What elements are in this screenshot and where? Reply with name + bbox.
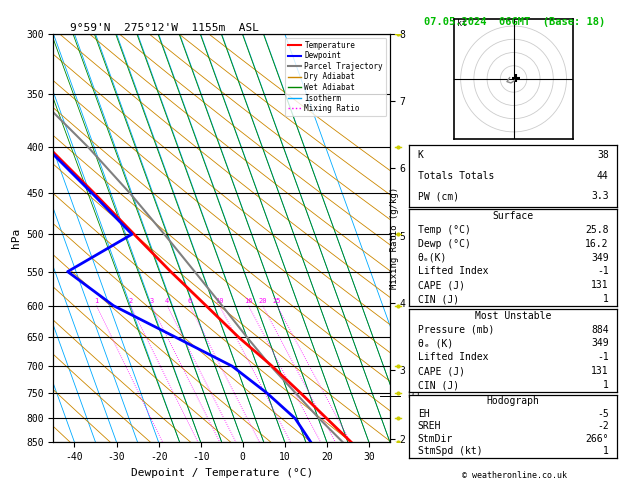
Text: SREH: SREH xyxy=(418,421,442,431)
Text: Hodograph: Hodograph xyxy=(487,396,540,406)
Text: 6: 6 xyxy=(187,298,192,304)
Text: 3.3: 3.3 xyxy=(591,191,609,201)
Text: Surface: Surface xyxy=(493,211,534,221)
Text: Lifted Index: Lifted Index xyxy=(418,352,488,363)
Text: CAPE (J): CAPE (J) xyxy=(418,280,465,290)
Text: -1: -1 xyxy=(597,352,609,363)
Text: 1: 1 xyxy=(603,447,609,456)
Text: Dewp (°C): Dewp (°C) xyxy=(418,239,470,249)
Text: K: K xyxy=(418,150,424,160)
Text: 20: 20 xyxy=(259,298,267,304)
Text: θₑ(K): θₑ(K) xyxy=(418,253,447,262)
Text: Most Unstable: Most Unstable xyxy=(475,311,552,321)
Text: LCL: LCL xyxy=(407,391,422,400)
Text: 25.8: 25.8 xyxy=(585,225,609,235)
Text: kt: kt xyxy=(457,19,467,28)
Text: © weatheronline.co.uk: © weatheronline.co.uk xyxy=(462,471,567,480)
Text: -5: -5 xyxy=(597,409,609,418)
Text: 884: 884 xyxy=(591,325,609,334)
Y-axis label: km
ASL: km ASL xyxy=(422,238,440,260)
Text: 1: 1 xyxy=(603,380,609,390)
Text: -1: -1 xyxy=(597,266,609,277)
Text: Temp (°C): Temp (°C) xyxy=(418,225,470,235)
Text: Totals Totals: Totals Totals xyxy=(418,171,494,181)
Text: 1: 1 xyxy=(603,294,609,304)
Text: 2: 2 xyxy=(128,298,133,304)
Legend: Temperature, Dewpoint, Parcel Trajectory, Dry Adiabat, Wet Adiabat, Isotherm, Mi: Temperature, Dewpoint, Parcel Trajectory… xyxy=(284,38,386,116)
Text: 131: 131 xyxy=(591,366,609,376)
Text: Mixing Ratio (g/kg): Mixing Ratio (g/kg) xyxy=(390,187,399,289)
Text: θₑ (K): θₑ (K) xyxy=(418,338,453,348)
Text: StmSpd (kt): StmSpd (kt) xyxy=(418,447,482,456)
Text: Lifted Index: Lifted Index xyxy=(418,266,488,277)
Text: Pressure (mb): Pressure (mb) xyxy=(418,325,494,334)
Text: 38: 38 xyxy=(597,150,609,160)
Text: 131: 131 xyxy=(591,280,609,290)
Text: -2: -2 xyxy=(597,421,609,431)
Text: 16.2: 16.2 xyxy=(585,239,609,249)
Text: 266°: 266° xyxy=(585,434,609,444)
Text: 44: 44 xyxy=(597,171,609,181)
Text: 07.05.2024  06GMT  (Base: 18): 07.05.2024 06GMT (Base: 18) xyxy=(424,17,605,27)
Text: PW (cm): PW (cm) xyxy=(418,191,459,201)
Text: 25: 25 xyxy=(273,298,281,304)
Text: 4: 4 xyxy=(165,298,169,304)
Text: 349: 349 xyxy=(591,338,609,348)
Y-axis label: hPa: hPa xyxy=(11,228,21,248)
Text: 349: 349 xyxy=(591,253,609,262)
Text: 3: 3 xyxy=(150,298,154,304)
Text: 1: 1 xyxy=(94,298,99,304)
Text: 10: 10 xyxy=(216,298,224,304)
Text: CIN (J): CIN (J) xyxy=(418,380,459,390)
Text: CAPE (J): CAPE (J) xyxy=(418,366,465,376)
Text: StmDir: StmDir xyxy=(418,434,453,444)
X-axis label: Dewpoint / Temperature (°C): Dewpoint / Temperature (°C) xyxy=(131,468,313,478)
Text: CIN (J): CIN (J) xyxy=(418,294,459,304)
Text: 9°59'N  275°12'W  1155m  ASL: 9°59'N 275°12'W 1155m ASL xyxy=(70,23,259,33)
Text: EH: EH xyxy=(418,409,430,418)
Text: 16: 16 xyxy=(244,298,253,304)
